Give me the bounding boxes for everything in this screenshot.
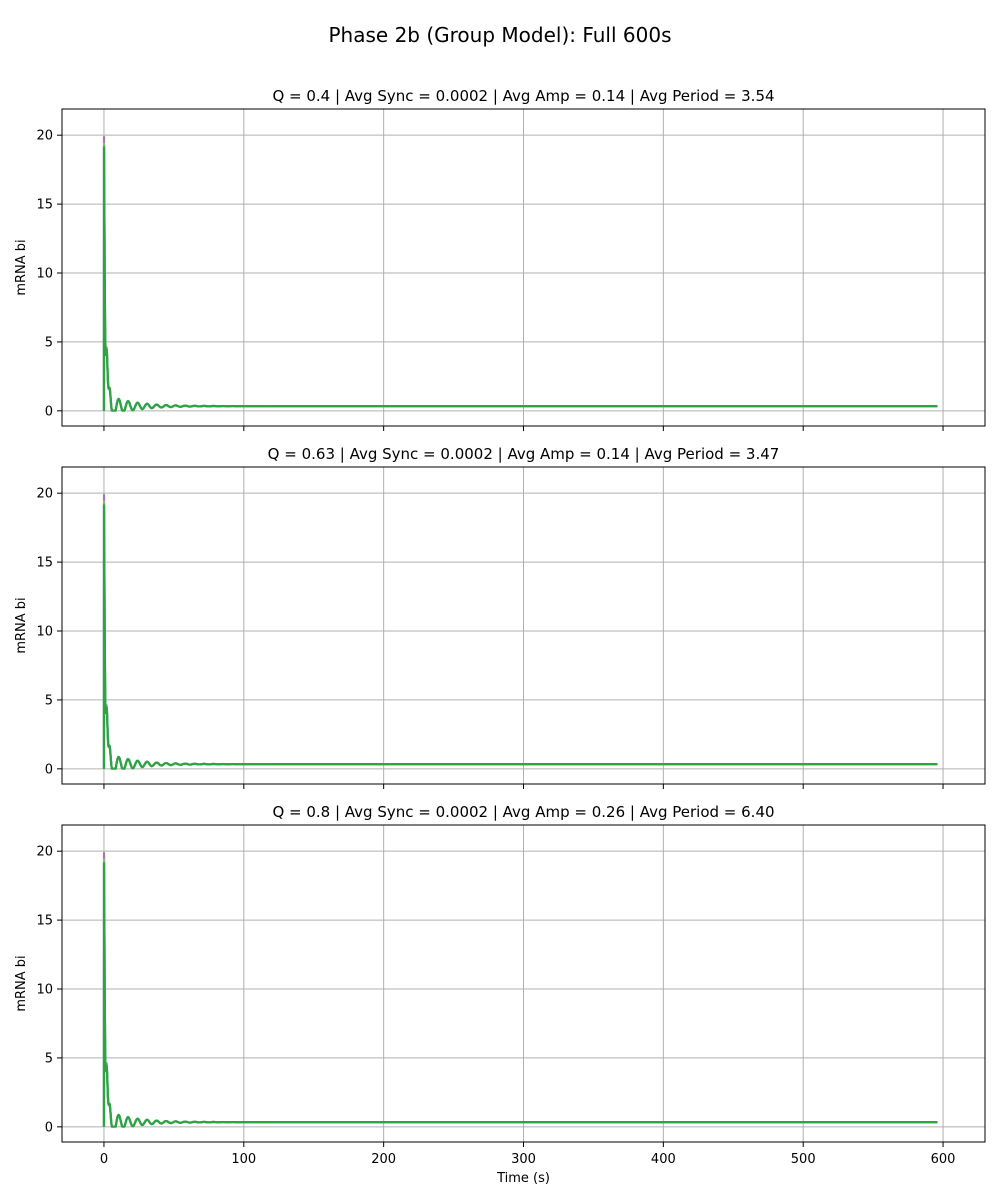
- y-axis-label: mRNA bi: [14, 597, 29, 653]
- figure-suptitle: Phase 2b (Group Model): Full 600s: [329, 23, 672, 47]
- chart-panel-1: 0 5 10 15 20 Q = 0.4 | Avg Sync = 0.0002 | Av…: [14, 87, 986, 431]
- chart-title: Q = 0.63 | Avg Sync = 0.0002 | Avg Amp =…: [268, 445, 780, 463]
- series-line-4: [102, 504, 938, 770]
- chart-title: Q = 0.8 | Avg Sync = 0.0002 | Avg Amp = …: [272, 803, 774, 821]
- chart-panel-2: 0 5 10 15 20 Q = 0.63 | Avg Sync = 0.0002 | A…: [14, 445, 986, 789]
- y-tick-label: 20: [36, 129, 53, 144]
- y-tick-label: 20: [36, 487, 53, 502]
- x-tick-label: 500: [791, 1152, 816, 1167]
- chart-panel-3: 0 100 200 300 400 500 600 0 5 10 15 20 Q = 0.8 | Avg…: [14, 803, 986, 1186]
- y-tick-label: 5: [45, 335, 53, 350]
- series-line-4: [102, 146, 938, 412]
- x-tick-label: 200: [371, 1152, 396, 1167]
- y-tick-label: 5: [45, 1051, 53, 1066]
- series-line-4: [102, 862, 938, 1128]
- x-tick-label: 0: [100, 1152, 108, 1167]
- y-tick-label: 5: [45, 693, 53, 708]
- x-axis-label: Time (s): [496, 1171, 550, 1186]
- y-tick-label: 10: [36, 267, 53, 282]
- y-tick-label: 0: [45, 762, 53, 777]
- x-tick-label: 100: [231, 1152, 256, 1167]
- y-tick-label: 0: [45, 1120, 53, 1135]
- x-tick-label: 600: [931, 1152, 956, 1167]
- y-tick-label: 15: [36, 556, 53, 571]
- x-tick-label: 400: [651, 1152, 676, 1167]
- y-tick-label: 15: [36, 198, 53, 213]
- y-tick-label: 15: [36, 914, 53, 929]
- y-axis-label: mRNA bi: [14, 955, 29, 1011]
- y-axis-label: mRNA bi: [14, 239, 29, 295]
- x-tick-label: 300: [511, 1152, 536, 1167]
- y-tick-label: 10: [36, 625, 53, 640]
- y-tick-label: 10: [36, 983, 53, 998]
- chart-title: Q = 0.4 | Avg Sync = 0.0002 | Avg Amp = …: [272, 87, 774, 105]
- y-tick-label: 0: [45, 404, 53, 419]
- y-tick-label: 20: [36, 845, 53, 860]
